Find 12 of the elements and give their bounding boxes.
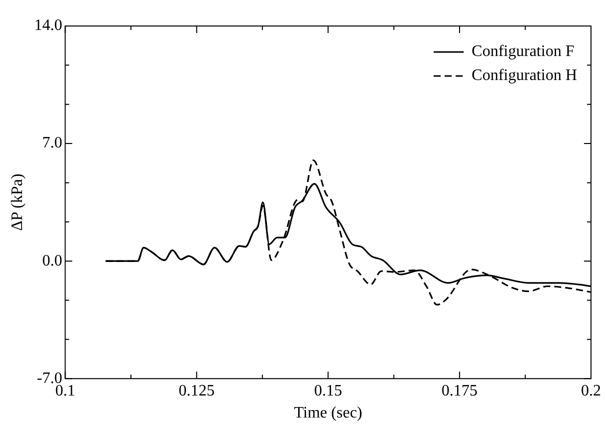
x-tick-label: 0.1: [55, 382, 76, 400]
y-axis-title: ΔP (kPa): [8, 174, 26, 231]
y-tick-label: 14.0: [34, 17, 62, 34]
x-tick-label: 0.15: [314, 382, 342, 400]
legend-label: Configuration H: [472, 67, 578, 84]
x-tick-label: 0.2: [581, 382, 601, 400]
x-tick-label: 0.125: [178, 382, 215, 400]
x-tick-label: 0.175: [442, 382, 478, 400]
x-axis-title: Time (sec): [294, 404, 362, 422]
legend-label: Configuration F: [472, 43, 574, 60]
y-tick-label: 7.0: [42, 134, 62, 152]
y-tick-label: 0.0: [42, 252, 62, 270]
